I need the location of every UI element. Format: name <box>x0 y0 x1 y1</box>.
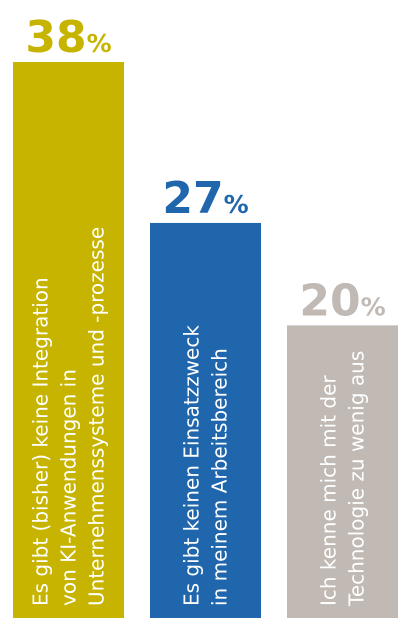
category-label-1: Es gibt (bisher) keine Integration von KI… <box>29 227 109 606</box>
value-label-3: 20% <box>299 275 385 326</box>
bar-3 <box>287 325 398 618</box>
value-unit: % <box>87 29 112 58</box>
value-unit: % <box>224 190 249 219</box>
bar-group-3: 20% Ich kenne mich mit der Technologie zu … <box>287 275 398 618</box>
value-unit: % <box>361 292 386 321</box>
bar-group-1: 38% Es gibt (bisher) keine Integration von… <box>13 12 124 618</box>
value-label-2: 27% <box>162 173 248 224</box>
category-label-line: von KI-Anwendungen in <box>57 369 81 606</box>
bar-1 <box>13 62 124 618</box>
category-label-line: Technologie zu wenig aus <box>345 351 369 607</box>
category-label-line: in meinem Arbeitsbereich <box>208 348 232 606</box>
value-number: 27 <box>162 173 223 224</box>
value-label-1: 38% <box>25 12 111 63</box>
category-label-line: Unternehmenssysteme und -prozesse <box>85 227 109 606</box>
value-number: 38 <box>25 12 86 63</box>
bar-group-2: 27% Es gibt keinen Einsatzzweck in meinem … <box>150 173 261 618</box>
category-label-2: Es gibt keinen Einsatzzweck in meinem Arb… <box>180 325 232 606</box>
bar-2 <box>150 222 261 618</box>
category-label-line: Es gibt (bisher) keine Integration <box>29 277 53 606</box>
category-label-line: Ich kenne mich mit der <box>317 375 341 606</box>
category-label-3: Ich kenne mich mit der Technologie zu wen… <box>317 351 369 607</box>
value-number: 20 <box>299 275 360 326</box>
category-label-line: Es gibt keinen Einsatzzweck <box>180 325 204 606</box>
